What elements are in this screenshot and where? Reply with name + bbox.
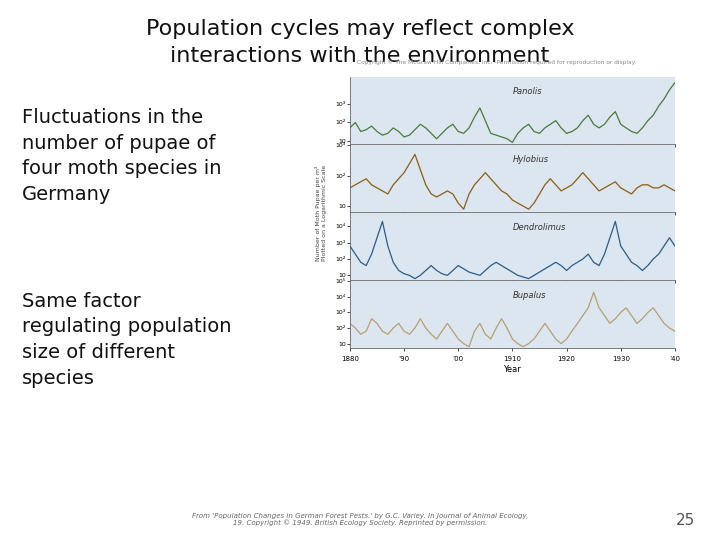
- Text: Bupalus: Bupalus: [513, 291, 546, 300]
- Text: Dendrolimus: Dendrolimus: [513, 223, 566, 232]
- Text: Fluctuations in the
number of pupae of
four moth species in
Germany: Fluctuations in the number of pupae of f…: [22, 108, 221, 204]
- Text: Panolis: Panolis: [513, 87, 542, 96]
- Text: Hylobius: Hylobius: [513, 155, 549, 164]
- Text: Population cycles may reflect complex: Population cycles may reflect complex: [145, 19, 575, 39]
- X-axis label: Year: Year: [503, 364, 521, 374]
- Text: Number of Moth Pupae per m²
Plotted on a Logarithmic Scale: Number of Moth Pupae per m² Plotted on a…: [315, 165, 327, 261]
- Text: Same factor
regulating population
size of different
species: Same factor regulating population size o…: [22, 292, 231, 388]
- Text: 25: 25: [675, 513, 695, 528]
- Text: interactions with the environment: interactions with the environment: [171, 46, 549, 66]
- Text: Copyright © The McGraw-Hill Companies, Inc. -Permission required for reproductio: Copyright © The McGraw-Hill Companies, I…: [357, 60, 636, 65]
- Text: From 'Population Changes in German Forest Pests.' by G.C. Varley. In Journal of : From 'Population Changes in German Fores…: [192, 512, 528, 526]
